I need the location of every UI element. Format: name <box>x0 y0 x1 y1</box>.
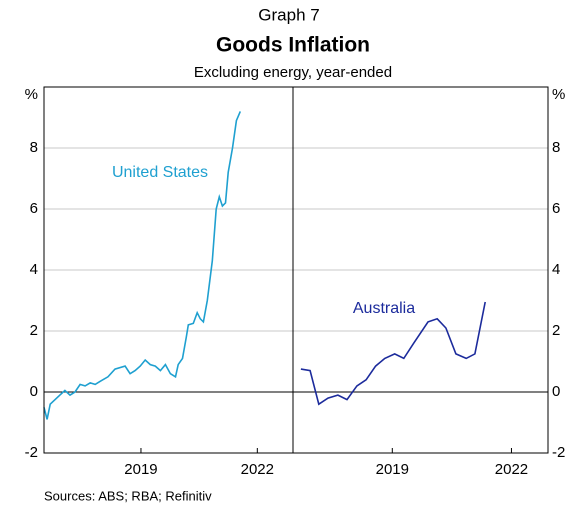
y-unit: % <box>552 86 565 103</box>
y-tick-label: 8 <box>30 139 38 156</box>
series-label: United States <box>112 164 208 181</box>
series-label: Australia <box>353 300 415 317</box>
source-note: Sources: ABS; RBA; Refinitiv <box>44 488 212 503</box>
x-tick-label: 2019 <box>124 461 157 478</box>
graph-label: Graph 7 <box>258 5 319 24</box>
y-unit: % <box>25 86 38 103</box>
y-tick-label: -2 <box>552 444 565 461</box>
y-tick-label: 8 <box>552 139 560 156</box>
x-tick-label: 2019 <box>376 461 409 478</box>
y-tick-label: 6 <box>552 200 560 217</box>
line <box>300 301 486 406</box>
line <box>43 111 242 420</box>
x-tick-label: 2022 <box>241 461 274 478</box>
plot-frame <box>43 86 549 454</box>
y-tick-label: -2 <box>25 444 38 461</box>
chart-title: Goods Inflation <box>216 34 370 57</box>
chart-subtitle: Excluding energy, year-ended <box>194 64 392 81</box>
y-tick-label: 0 <box>30 383 38 400</box>
y-tick-label: 4 <box>552 261 560 278</box>
x-tick-label: 2022 <box>495 461 528 478</box>
y-tick-label: 0 <box>552 383 560 400</box>
y-tick-label: 6 <box>30 200 38 217</box>
y-tick-label: 2 <box>552 322 560 339</box>
y-tick-label: 4 <box>30 261 38 278</box>
y-tick-label: 2 <box>30 322 38 339</box>
